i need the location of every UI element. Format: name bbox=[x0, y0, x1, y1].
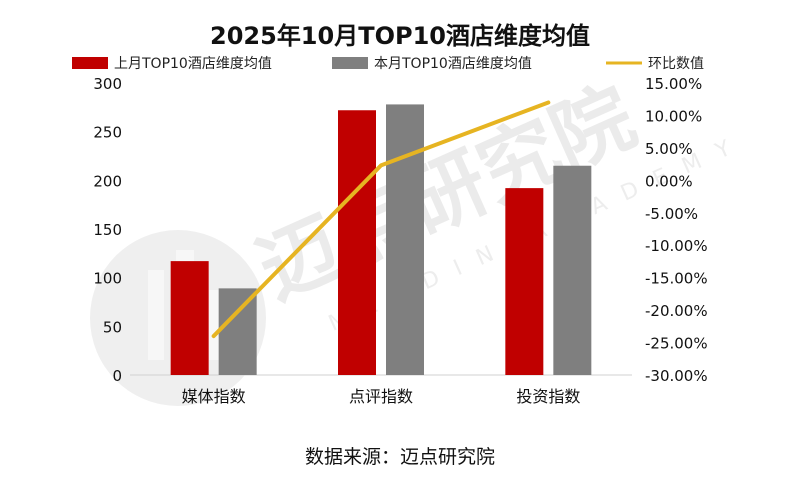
y-right-tick-label: -20.00% bbox=[645, 302, 708, 320]
bar-this-month bbox=[218, 288, 257, 375]
y-right-tick-label: 10.00% bbox=[645, 107, 702, 125]
y-right-tick-label: 15.00% bbox=[645, 75, 702, 93]
y-axis-left: 0 50 100 150 200 250 300 bbox=[93, 75, 122, 385]
legend-swatch-this-month bbox=[332, 57, 368, 69]
y-left-tick-label: 50 bbox=[103, 318, 122, 336]
legend-label-this-month: 本月TOP10酒店维度均值 bbox=[374, 56, 532, 72]
x-category-label: 投资指数 bbox=[516, 387, 580, 406]
x-category-label: 点评指数 bbox=[349, 387, 413, 406]
bar-this-month bbox=[386, 104, 424, 375]
legend-item-this-month: 本月TOP10酒店维度均值 bbox=[332, 56, 532, 72]
chart-title: 2025年10月TOP10酒店维度均值 bbox=[210, 22, 590, 50]
bar-last-month bbox=[505, 188, 544, 375]
line-series bbox=[211, 100, 551, 339]
y-left-tick-label: 250 bbox=[93, 124, 122, 142]
legend-swatch-last-month bbox=[72, 57, 108, 69]
data-source: 数据来源：迈点研究院 bbox=[305, 446, 495, 468]
y-right-tick-label: -25.00% bbox=[645, 335, 708, 353]
y-left-tick-label: 150 bbox=[93, 221, 122, 239]
y-right-tick-label: -15.00% bbox=[645, 270, 708, 288]
bar-last-month bbox=[338, 110, 376, 376]
legend-label-last-month: 上月TOP10酒店维度均值 bbox=[114, 56, 272, 72]
y-left-tick-label: 0 bbox=[112, 367, 122, 385]
x-axis-categories: 媒体指数 点评指数 投资指数 bbox=[182, 387, 581, 406]
y-left-tick-label: 300 bbox=[93, 75, 122, 93]
y-right-tick-label: 5.00% bbox=[645, 140, 693, 158]
y-axis-right: -30.00% -25.00% -20.00% -15.00% -10.00% -5.00… bbox=[645, 75, 708, 385]
bar-series bbox=[170, 104, 592, 376]
legend: 上月TOP10酒店维度均值 本月TOP10酒店维度均值 环比数值 bbox=[72, 56, 704, 72]
legend-item-mom: 环比数值 bbox=[606, 56, 704, 72]
legend-item-last-month: 上月TOP10酒店维度均值 bbox=[72, 56, 272, 72]
y-right-tick-label: -30.00% bbox=[645, 367, 708, 385]
y-right-tick-label: -5.00% bbox=[645, 205, 698, 223]
bar-this-month bbox=[553, 165, 592, 375]
legend-label-mom: 环比数值 bbox=[648, 56, 704, 72]
y-right-tick-label: -10.00% bbox=[645, 237, 708, 255]
y-left-tick-label: 200 bbox=[93, 172, 122, 190]
x-category-label: 媒体指数 bbox=[182, 387, 246, 406]
bar-last-month bbox=[170, 261, 209, 375]
y-left-tick-label: 100 bbox=[93, 270, 122, 288]
y-right-tick-label: 0.00% bbox=[645, 172, 693, 190]
